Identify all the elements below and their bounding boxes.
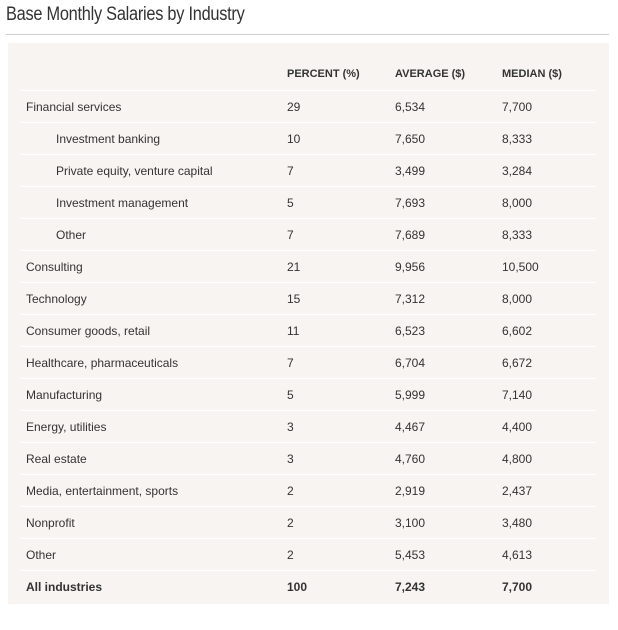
median-cell: 10,500 xyxy=(502,250,596,283)
industry-cell: Financial services xyxy=(21,90,287,123)
table-row: Technology 15 7,312 8,000 xyxy=(21,282,596,315)
industry-cell: Nonprofit xyxy=(21,506,287,539)
percent-cell: 3 xyxy=(287,410,395,443)
median-cell: 8,000 xyxy=(502,282,596,315)
salary-table: PERCENT (%) AVERAGE ($) MEDIAN ($) Finan… xyxy=(21,58,596,602)
table-row: Financial services 29 6,534 7,700 xyxy=(21,90,596,123)
industry-cell: Investment management xyxy=(21,186,287,219)
industry-cell: Consulting xyxy=(21,250,287,283)
average-cell: 7,689 xyxy=(395,218,502,251)
total-row: All industries 100 7,243 7,700 xyxy=(21,571,596,603)
industry-cell: Healthcare, pharmaceuticals xyxy=(21,346,287,379)
average-cell: 4,467 xyxy=(395,410,502,443)
average-cell: 5,453 xyxy=(395,538,502,571)
industry-cell: Real estate xyxy=(21,442,287,475)
percent-cell: 29 xyxy=(287,90,395,123)
industry-cell: Media, entertainment, sports xyxy=(21,474,287,507)
percent-cell: 21 xyxy=(287,250,395,283)
industry-cell: Consumer goods, retail xyxy=(21,314,287,347)
industry-cell: Energy, utilities xyxy=(21,410,287,443)
average-cell: 7,693 xyxy=(395,186,502,219)
percent-cell: 2 xyxy=(287,506,395,539)
median-cell: 7,700 xyxy=(502,90,596,123)
median-cell: 8,000 xyxy=(502,186,596,219)
percent-cell: 3 xyxy=(287,442,395,475)
average-cell: 4,760 xyxy=(395,442,502,475)
header-median: MEDIAN ($) xyxy=(502,58,596,91)
total-industry-cell: All industries xyxy=(26,579,103,594)
percent-cell: 7 xyxy=(287,346,395,379)
industry-cell: Private equity, venture capital xyxy=(21,154,287,187)
industry-cell: Manufacturing xyxy=(21,378,287,411)
median-cell: 4,800 xyxy=(502,442,596,475)
average-cell: 6,523 xyxy=(395,314,502,347)
average-cell: 9,956 xyxy=(395,250,502,283)
average-cell: 5,999 xyxy=(395,378,502,411)
median-cell: 6,602 xyxy=(502,314,596,347)
median-cell: 8,333 xyxy=(502,122,596,155)
median-cell: 8,333 xyxy=(502,218,596,251)
median-cell: 7,140 xyxy=(502,378,596,411)
table-header-row: PERCENT (%) AVERAGE ($) MEDIAN ($) xyxy=(21,58,596,91)
table-row: Other 2 5,453 4,613 xyxy=(21,538,596,571)
average-cell: 3,499 xyxy=(395,154,502,187)
total-percent-cell: 100 xyxy=(287,579,308,594)
header-percent: PERCENT (%) xyxy=(287,58,395,91)
average-cell: 2,919 xyxy=(395,474,502,507)
header-industry xyxy=(21,58,287,91)
table-body: Financial services 29 6,534 7,700 Invest… xyxy=(21,90,596,603)
table-row: Other 7 7,689 8,333 xyxy=(21,218,596,251)
table-row: Private equity, venture capital 7 3,499 … xyxy=(21,154,596,187)
table-row: Consumer goods, retail 11 6,523 6,602 xyxy=(21,314,596,347)
table-row: Media, entertainment, sports 2 2,919 2,4… xyxy=(21,474,596,507)
table-row: Manufacturing 5 5,999 7,140 xyxy=(21,378,596,411)
title-divider xyxy=(6,34,609,35)
total-median-cell: 7,700 xyxy=(502,579,533,594)
average-cell: 6,534 xyxy=(395,90,502,123)
average-cell: 7,650 xyxy=(395,122,502,155)
table-row: Investment banking 10 7,650 8,333 xyxy=(21,122,596,155)
median-cell: 3,284 xyxy=(502,154,596,187)
header-average: AVERAGE ($) xyxy=(395,58,502,91)
page-title: Base Monthly Salaries by Industry xyxy=(6,4,245,25)
median-cell: 4,613 xyxy=(502,538,596,571)
percent-cell: 5 xyxy=(287,378,395,411)
table-row: Real estate 3 4,760 4,800 xyxy=(21,442,596,475)
industry-cell: Investment banking xyxy=(21,122,287,155)
percent-cell: 5 xyxy=(287,186,395,219)
percent-cell: 7 xyxy=(287,154,395,187)
percent-cell: 15 xyxy=(287,282,395,315)
median-cell: 6,672 xyxy=(502,346,596,379)
industry-cell: Other xyxy=(21,538,287,571)
median-cell: 4,400 xyxy=(502,410,596,443)
percent-cell: 2 xyxy=(287,474,395,507)
table-row: Energy, utilities 3 4,467 4,400 xyxy=(21,410,596,443)
percent-cell: 11 xyxy=(287,314,395,347)
median-cell: 2,437 xyxy=(502,474,596,507)
median-cell: 3,480 xyxy=(502,506,596,539)
table-row: Nonprofit 2 3,100 3,480 xyxy=(21,506,596,539)
total-average-cell: 7,243 xyxy=(395,579,426,594)
table-row: Investment management 5 7,693 8,000 xyxy=(21,186,596,219)
table-row: Consulting 21 9,956 10,500 xyxy=(21,250,596,283)
industry-cell: Other xyxy=(21,218,287,251)
percent-cell: 2 xyxy=(287,538,395,571)
industry-cell: Technology xyxy=(21,282,287,315)
salary-table-panel: PERCENT (%) AVERAGE ($) MEDIAN ($) Finan… xyxy=(8,43,609,604)
average-cell: 6,704 xyxy=(395,346,502,379)
percent-cell: 10 xyxy=(287,122,395,155)
percent-cell: 7 xyxy=(287,218,395,251)
table-row: Healthcare, pharmaceuticals 7 6,704 6,67… xyxy=(21,346,596,379)
average-cell: 3,100 xyxy=(395,506,502,539)
average-cell: 7,312 xyxy=(395,282,502,315)
